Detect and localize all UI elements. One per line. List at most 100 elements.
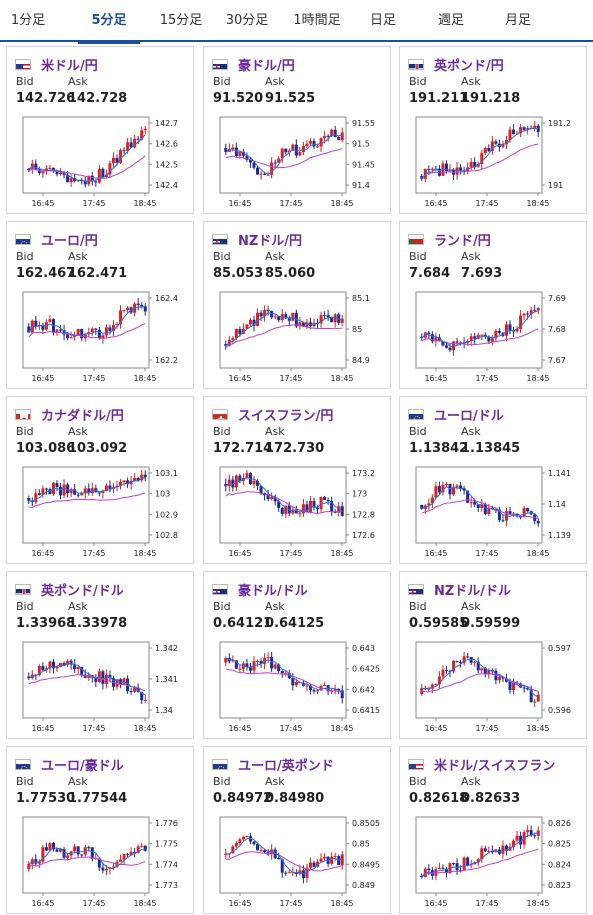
tab-4[interactable]: 1時間足	[282, 0, 352, 42]
candle	[260, 850, 263, 851]
bid-label: Bid	[213, 775, 231, 788]
candle	[327, 500, 330, 501]
currency-pair-link[interactable]: 英ポンド/円	[434, 55, 504, 74]
candle	[494, 141, 497, 143]
tab-5[interactable]: 日足	[356, 0, 410, 42]
us-ch-flag-icon	[408, 759, 424, 770]
tab-7[interactable]: 月足	[486, 0, 550, 42]
bid-label: Bid	[409, 425, 427, 438]
ask-label: Ask	[68, 600, 88, 613]
candle	[94, 181, 97, 182]
candle	[105, 869, 108, 871]
candle	[238, 476, 241, 482]
candle	[45, 489, 48, 490]
y-tick-label: 162.4	[155, 294, 178, 303]
y-tick-label: 0.824	[548, 860, 571, 869]
x-tick-label: 17:45	[279, 899, 302, 908]
currency-pair-link[interactable]: 米ドル/円	[41, 55, 98, 74]
currency-pair-link[interactable]: カナダドル/円	[41, 405, 124, 424]
candle	[144, 700, 147, 701]
currency-pair-link[interactable]: NZドル/円	[238, 230, 302, 249]
currency-pair-link[interactable]: 豪ドル/ドル	[238, 580, 308, 599]
candle	[445, 670, 448, 671]
ask-label: Ask	[265, 600, 285, 613]
currency-pair-link[interactable]: スイスフラン/円	[238, 405, 333, 424]
candle	[334, 130, 337, 137]
tab-1[interactable]: 5分足	[78, 0, 140, 42]
y-tick-label: 0.823	[548, 881, 571, 890]
candle	[487, 148, 490, 151]
ask-value: 85.060	[265, 266, 315, 281]
currency-pair-link[interactable]: ランド/円	[434, 230, 491, 249]
currency-pair-link[interactable]: 豪ドル/円	[238, 55, 295, 74]
candle	[238, 152, 241, 156]
tab-6[interactable]: 週足	[420, 0, 482, 42]
currency-pair-link[interactable]: 英ポンド/ドル	[41, 580, 124, 599]
candle	[270, 657, 273, 669]
ask-label: Ask	[68, 425, 88, 438]
candle	[56, 483, 59, 487]
currency-pair-link[interactable]: 米ドル/スイスフラン	[434, 755, 555, 774]
x-tick-label: 16:45	[424, 374, 447, 383]
currency-pair-link[interactable]: ユーロ/豪ドル	[41, 755, 124, 774]
candle	[70, 178, 73, 182]
tab-3[interactable]: 30分足	[216, 0, 278, 42]
plot-frame	[416, 292, 542, 368]
y-tick-label: 91.55	[352, 119, 375, 128]
y-tick-label: 0.8505	[352, 819, 380, 828]
candle	[533, 835, 536, 836]
candle	[98, 169, 101, 183]
plot-frame	[23, 292, 149, 368]
candle	[284, 873, 287, 874]
tab-2[interactable]: 15分足	[150, 0, 212, 42]
currency-pair-link[interactable]: ユーロ/円	[41, 230, 98, 249]
currency-pair-link[interactable]: NZドル/ドル	[434, 580, 511, 599]
y-tick-label: 91.5	[352, 140, 370, 149]
x-tick-label: 18:45	[133, 199, 156, 208]
y-tick-label: 1.14	[548, 500, 566, 509]
candle	[341, 132, 344, 140]
y-tick-label: 173.2	[352, 469, 375, 478]
x-tick-label: 18:45	[526, 724, 549, 733]
ask-value: 0.82633	[461, 791, 520, 806]
candle	[123, 150, 126, 151]
candle	[473, 502, 476, 504]
y-tick-label: 1.342	[155, 644, 178, 653]
currency-pair-link[interactable]: ユーロ/英ポンド	[238, 755, 334, 774]
candle	[537, 308, 540, 310]
x-tick-label: 18:45	[133, 899, 156, 908]
tab-0[interactable]: 1分足	[4, 0, 52, 42]
currency-pair-link[interactable]: ユーロ/ドル	[434, 405, 504, 424]
y-tick-label: 102.8	[155, 531, 178, 540]
